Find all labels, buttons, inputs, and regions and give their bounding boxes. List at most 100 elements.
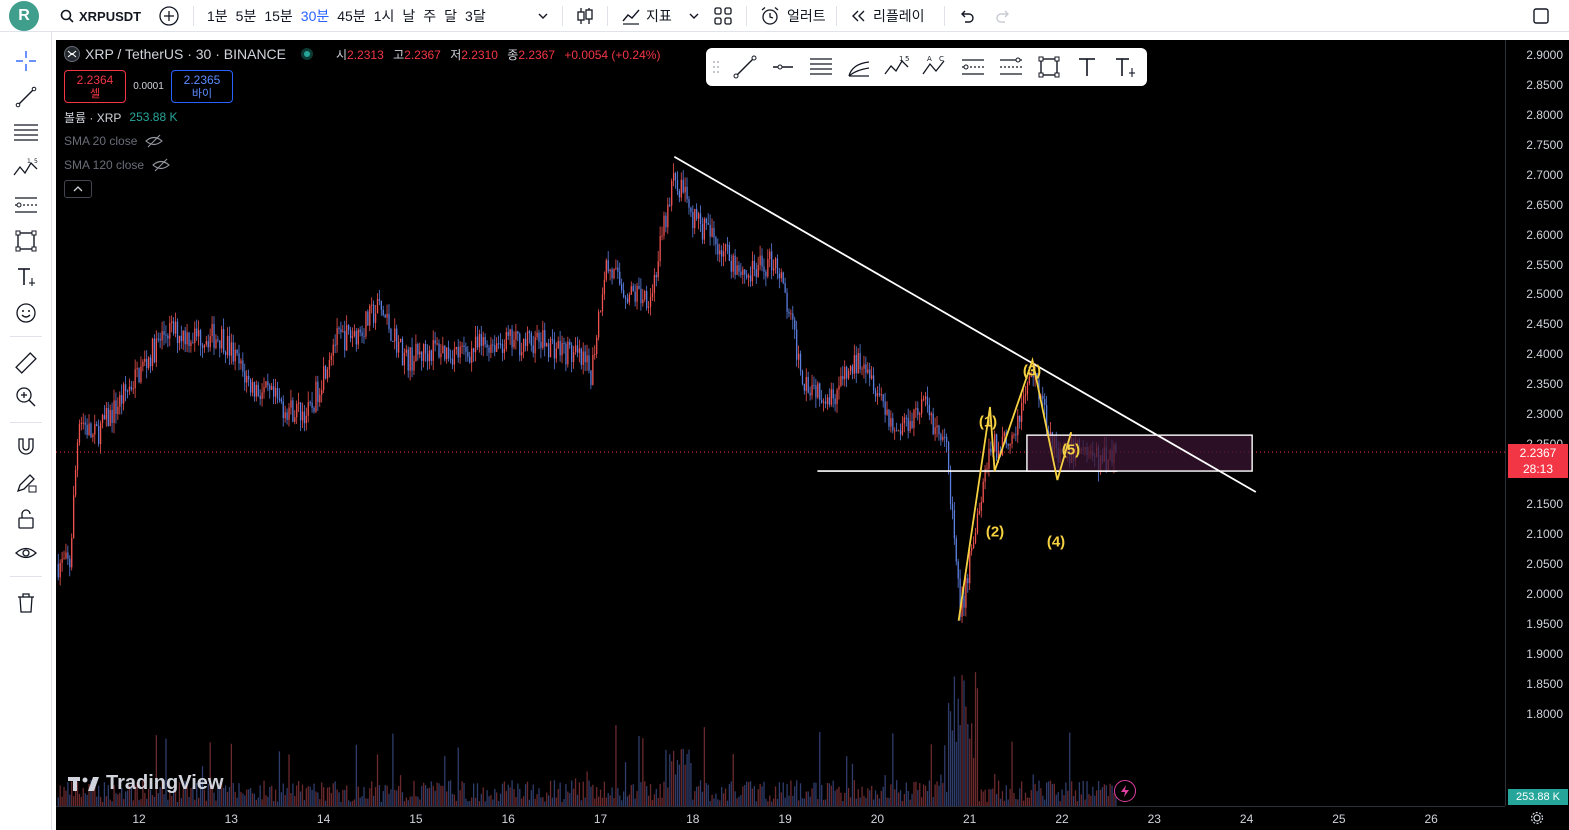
remove-drawings-tool[interactable]	[11, 588, 41, 618]
candle-body	[182, 330, 184, 342]
chart-settings-button[interactable]	[1505, 806, 1569, 830]
forecast-tool[interactable]	[11, 190, 41, 220]
text-tool[interactable]	[11, 262, 41, 292]
indicators-dropdown[interactable]	[688, 0, 700, 32]
grid-icon	[714, 7, 732, 25]
price-chart-canvas[interactable]	[56, 40, 1505, 806]
draw-horizontal-line-button[interactable]	[764, 50, 802, 84]
draw-anchored-text-button[interactable]	[1106, 50, 1144, 84]
user-avatar[interactable]: R	[9, 0, 41, 32]
sell-price: 2.2364	[76, 73, 114, 87]
volume-bar	[1057, 792, 1059, 806]
draw-rectangle-button[interactable]	[1030, 50, 1068, 84]
chart-type-button[interactable]	[574, 0, 596, 32]
emoji-tool[interactable]	[11, 298, 41, 328]
interval-5m[interactable]: 5분	[235, 8, 257, 24]
measure-tool[interactable]	[11, 348, 41, 378]
volume-bar	[511, 780, 513, 806]
sell-button[interactable]: 2.2364 셀	[64, 70, 126, 103]
lock-tool[interactable]	[11, 504, 41, 534]
candle-body	[290, 400, 292, 408]
volume-bar	[963, 680, 965, 806]
redo-button[interactable]	[994, 0, 1014, 32]
symbol-search[interactable]: XRPUSDT	[60, 0, 141, 32]
candle-body	[180, 335, 183, 342]
volume-bar	[569, 793, 571, 806]
interval-15m[interactable]: 15분	[264, 8, 293, 24]
candle-body	[219, 340, 221, 349]
undo-button[interactable]	[956, 0, 976, 32]
interval-1m[interactable]: 1분	[207, 8, 228, 24]
interval-1h[interactable]: 1시	[373, 8, 395, 24]
eye-off-icon[interactable]	[152, 158, 170, 172]
fib-tool[interactable]	[11, 118, 41, 148]
volume-bar	[161, 780, 163, 806]
interval-month[interactable]: 달	[444, 8, 458, 24]
draw-text-button[interactable]	[1068, 50, 1106, 84]
candle-body	[838, 385, 840, 390]
volume-bar	[384, 785, 386, 806]
volume-bar	[121, 788, 123, 806]
volume-bar	[736, 798, 738, 806]
candle-body	[265, 381, 267, 388]
interval-day[interactable]: 날	[402, 8, 416, 24]
volume-bar	[267, 796, 269, 806]
alert-button[interactable]: 얼러트	[759, 0, 826, 32]
layout-button[interactable]	[1531, 0, 1551, 32]
visibility-tool[interactable]	[11, 538, 41, 568]
volume-bar	[530, 790, 532, 806]
crosshair-tool[interactable]	[11, 46, 41, 76]
replay-button[interactable]: 리플레이	[849, 0, 925, 32]
magnet-tool[interactable]	[11, 432, 41, 462]
volume-bar	[65, 790, 67, 806]
draw-projection-button[interactable]	[992, 50, 1030, 84]
interval-dropdown[interactable]	[537, 0, 549, 32]
sma20-label: SMA 20 close	[64, 134, 138, 148]
volume-bar	[892, 733, 894, 806]
trendline-tool[interactable]	[11, 82, 41, 112]
drawing-mode-tool[interactable]	[11, 468, 41, 498]
collapse-legend-button[interactable]	[64, 180, 92, 198]
candle-body	[321, 389, 323, 395]
sma20-indicator[interactable]: SMA 20 close	[64, 129, 660, 153]
volume-bar	[686, 753, 688, 806]
volume-bar	[715, 793, 717, 806]
templates-button[interactable]	[712, 0, 734, 32]
indicators-button[interactable]: 지표	[620, 0, 672, 32]
price-axis[interactable]: 2.9000 2.8500 2.8000 2.7500 2.7000 2.6500 2.60…	[1505, 40, 1569, 806]
svg-text:C: C	[939, 55, 944, 63]
candle-body	[942, 436, 944, 440]
candle-body	[515, 331, 517, 340]
volume-indicator[interactable]: 볼륨 · XRP 253.88 K	[64, 105, 660, 129]
draw-fib-button[interactable]	[840, 50, 878, 84]
interval-30m[interactable]: 30분	[300, 8, 330, 24]
interval-3month[interactable]: 3달	[465, 8, 486, 24]
sma120-indicator[interactable]: SMA 120 close	[64, 153, 660, 177]
open-value: 2.2313	[347, 47, 384, 62]
chart-area[interactable]: XRP / TetherUS · 30 · BINANCE 시2.2313 고2…	[56, 40, 1569, 830]
interval-week[interactable]: 주	[423, 8, 437, 24]
eye-off-icon[interactable]	[145, 134, 164, 148]
zoom-tool[interactable]	[11, 382, 41, 412]
candle-body	[753, 260, 756, 270]
draw-channel-button[interactable]	[802, 50, 840, 84]
flash-button[interactable]	[1114, 780, 1136, 802]
interval-45m[interactable]: 45분	[337, 8, 366, 24]
drag-handle[interactable]	[712, 52, 726, 82]
volume-bar	[476, 783, 479, 806]
volume-bar	[176, 801, 179, 806]
shape-tool[interactable]	[11, 226, 41, 256]
time-axis[interactable]: 12 13 14 15 16 17 18 19 20 21 22 23 24 25 26	[56, 806, 1505, 830]
volume-bar	[980, 789, 982, 806]
buy-button[interactable]: 2.2365 바이	[171, 70, 233, 103]
compare-button[interactable]	[158, 0, 180, 32]
draw-trendline-button[interactable]	[726, 50, 764, 84]
candle-body	[274, 388, 277, 397]
volume-bar	[994, 773, 996, 806]
volume-bar	[707, 784, 709, 806]
candle-body	[528, 331, 531, 334]
draw-forecast-button[interactable]	[954, 50, 992, 84]
